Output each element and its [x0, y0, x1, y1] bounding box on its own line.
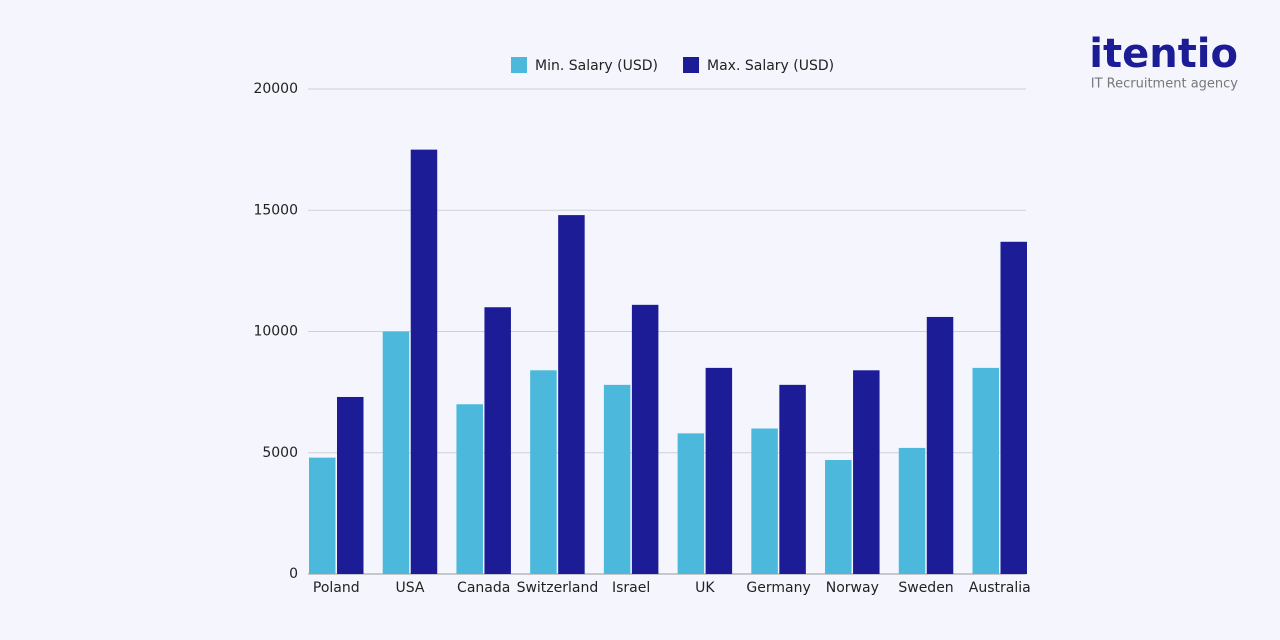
bar	[382, 331, 410, 574]
bar	[603, 384, 631, 574]
logo-tagline: IT Recruitment agency	[1091, 77, 1239, 92]
bar	[1000, 241, 1027, 574]
legend-label: Max. Salary (USD)	[707, 58, 834, 74]
legend-label: Min. Salary (USD)	[535, 58, 658, 74]
y-tick-label: 10000	[253, 324, 298, 340]
x-tick-label: USA	[395, 580, 424, 596]
bar	[309, 457, 336, 574]
bar	[456, 404, 483, 574]
bar	[926, 316, 954, 574]
x-tick-label: Sweden	[898, 580, 953, 596]
bar	[898, 447, 926, 574]
x-tick-label: Canada	[457, 580, 510, 596]
x-tick-label: Poland	[313, 580, 360, 596]
x-tick-label: Norway	[826, 580, 879, 596]
y-tick-label: 20000	[253, 81, 298, 97]
bar	[631, 304, 659, 574]
legend-swatch	[511, 57, 527, 73]
y-tick-label: 15000	[253, 202, 298, 218]
bar	[677, 433, 705, 574]
bar	[337, 396, 364, 574]
bar	[530, 370, 557, 574]
bar	[705, 367, 733, 574]
x-tick-label: Switzerland	[517, 580, 599, 596]
bar	[410, 149, 438, 574]
logo-name: itentio	[1089, 31, 1238, 77]
x-tick-label: Israel	[612, 580, 650, 596]
bar	[484, 307, 511, 574]
y-tick-label: 0	[289, 566, 298, 582]
x-tick-label: UK	[695, 580, 715, 596]
bar	[972, 367, 999, 574]
bar	[853, 370, 880, 574]
x-tick-label: Australia	[969, 580, 1031, 596]
legend-swatch	[683, 57, 700, 73]
bar	[558, 215, 585, 574]
bar	[779, 384, 806, 574]
bar	[825, 460, 852, 574]
x-tick-label: Germany	[746, 580, 810, 596]
y-tick-label: 5000	[262, 445, 298, 461]
bar	[751, 428, 778, 574]
